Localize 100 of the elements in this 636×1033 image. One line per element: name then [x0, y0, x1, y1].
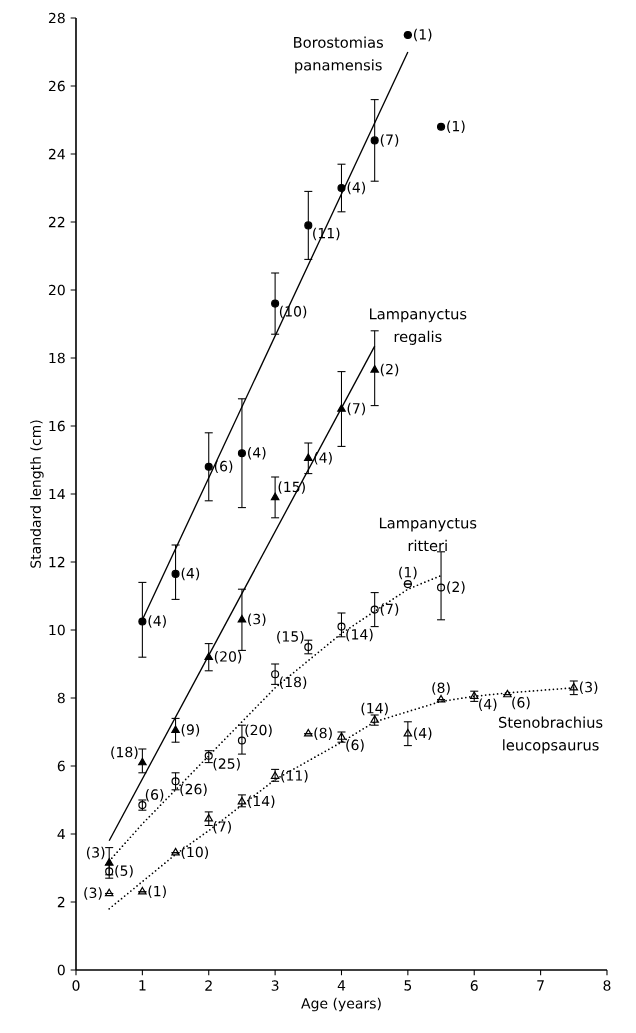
annotation: (4) — [479, 698, 497, 712]
point — [237, 736, 246, 745]
point — [171, 725, 180, 734]
annotation: (6) — [346, 739, 364, 752]
annotation: (1) — [148, 885, 166, 899]
annotation: (4) — [148, 615, 166, 628]
x-tick-label: 5 — [404, 980, 412, 991]
annotation: (1) — [447, 120, 465, 134]
annotation: (1) — [399, 566, 417, 580]
point — [271, 299, 280, 308]
annotation: (4) — [347, 181, 366, 195]
x-tick-label: 8 — [603, 980, 611, 991]
y-tick-label: 8 — [57, 692, 65, 704]
point — [204, 652, 214, 660]
point — [436, 122, 446, 131]
annotation: (3) — [84, 887, 102, 900]
text: Lampanyctus ritteri — [379, 517, 477, 552]
point — [104, 858, 114, 866]
annotation: (20) — [214, 650, 242, 664]
annotation: (6) — [512, 696, 530, 710]
x-tick-label: 2 — [205, 980, 212, 991]
point — [171, 777, 180, 786]
annotation: (3) — [248, 613, 266, 627]
annotation: (7) — [380, 603, 399, 616]
series-label: Lampanyctus regalis — [370, 308, 467, 345]
annotation: (1) — [413, 28, 432, 42]
point — [304, 453, 313, 462]
annotation: (14) — [248, 795, 275, 808]
point — [171, 847, 180, 856]
annotation: (15) — [277, 630, 304, 644]
annotation: (7) — [213, 820, 231, 834]
annotation: (2) — [380, 363, 399, 377]
y-tick-label: 12 — [49, 556, 65, 568]
point — [337, 404, 346, 412]
point — [403, 728, 413, 737]
y-tick-label: 20 — [48, 284, 65, 296]
point — [138, 886, 147, 895]
series-label: Borostomias panamensis — [294, 36, 384, 74]
y-tick-label: 0 — [57, 964, 65, 976]
y-tick-label: 16 — [49, 420, 65, 432]
annotation: (5) — [115, 865, 133, 878]
point — [138, 757, 147, 766]
y-tick-label: 22 — [48, 216, 65, 228]
annotation: (6) — [214, 460, 233, 474]
series-label: Stenobrachius leucopsaurus — [499, 716, 603, 754]
annotation: (3) — [86, 846, 105, 860]
annotation: (14) — [346, 628, 373, 642]
annotation: (14) — [361, 702, 388, 716]
annotation: (7) — [347, 402, 366, 416]
annotation: (4) — [413, 727, 432, 740]
annotation: (4) — [248, 446, 266, 460]
point — [138, 617, 147, 626]
point — [436, 583, 446, 592]
point — [337, 183, 346, 193]
point — [403, 580, 412, 589]
point — [403, 30, 412, 40]
annotation: (3) — [579, 681, 598, 695]
annotation: (18) — [111, 746, 138, 759]
x-axis-title: Age (years) — [301, 997, 381, 1012]
annotation: (6) — [145, 789, 164, 802]
x-tick-label: 4 — [337, 980, 346, 991]
point — [204, 751, 213, 760]
y-tick-label: 14 — [49, 488, 65, 500]
point — [304, 728, 313, 737]
annotation: (2) — [447, 581, 465, 594]
point — [503, 689, 512, 698]
x-tick-label: 0 — [72, 980, 80, 991]
annotation: (7) — [380, 134, 399, 147]
point — [237, 614, 247, 623]
point — [337, 622, 346, 631]
x-tick-label: 6 — [470, 980, 478, 991]
y-tick-label: 18 — [49, 352, 65, 364]
y-tick-label: 28 — [48, 12, 65, 24]
x-tick-label: 1 — [139, 980, 146, 991]
y-tick-label: 2 — [57, 896, 65, 908]
y-tick-label: 10 — [49, 624, 65, 636]
point — [271, 670, 280, 679]
annotation: (9) — [181, 724, 200, 737]
point — [171, 569, 180, 578]
annotation: (10) — [181, 846, 209, 859]
annotation: (8) — [432, 682, 450, 695]
y-axis-title: Standard length (cm) — [30, 420, 44, 568]
annotation: (18) — [279, 676, 307, 689]
point — [270, 492, 280, 501]
point — [104, 888, 114, 897]
y-tick-label: 24 — [48, 148, 65, 160]
annotation: (25) — [213, 758, 240, 771]
point — [304, 221, 313, 230]
x-tick-label: 7 — [537, 980, 544, 991]
point — [237, 449, 246, 458]
point — [204, 462, 213, 471]
point — [370, 136, 379, 145]
point — [370, 605, 379, 614]
annotation: (20) — [245, 724, 272, 737]
annotation: (26) — [180, 783, 207, 797]
annotation: (4) — [314, 452, 332, 465]
annotation: (4) — [181, 567, 200, 581]
y-tick-label: 4 — [57, 828, 65, 840]
y-tick-label: 6 — [57, 760, 65, 772]
y-tick-label: 26 — [48, 80, 65, 92]
